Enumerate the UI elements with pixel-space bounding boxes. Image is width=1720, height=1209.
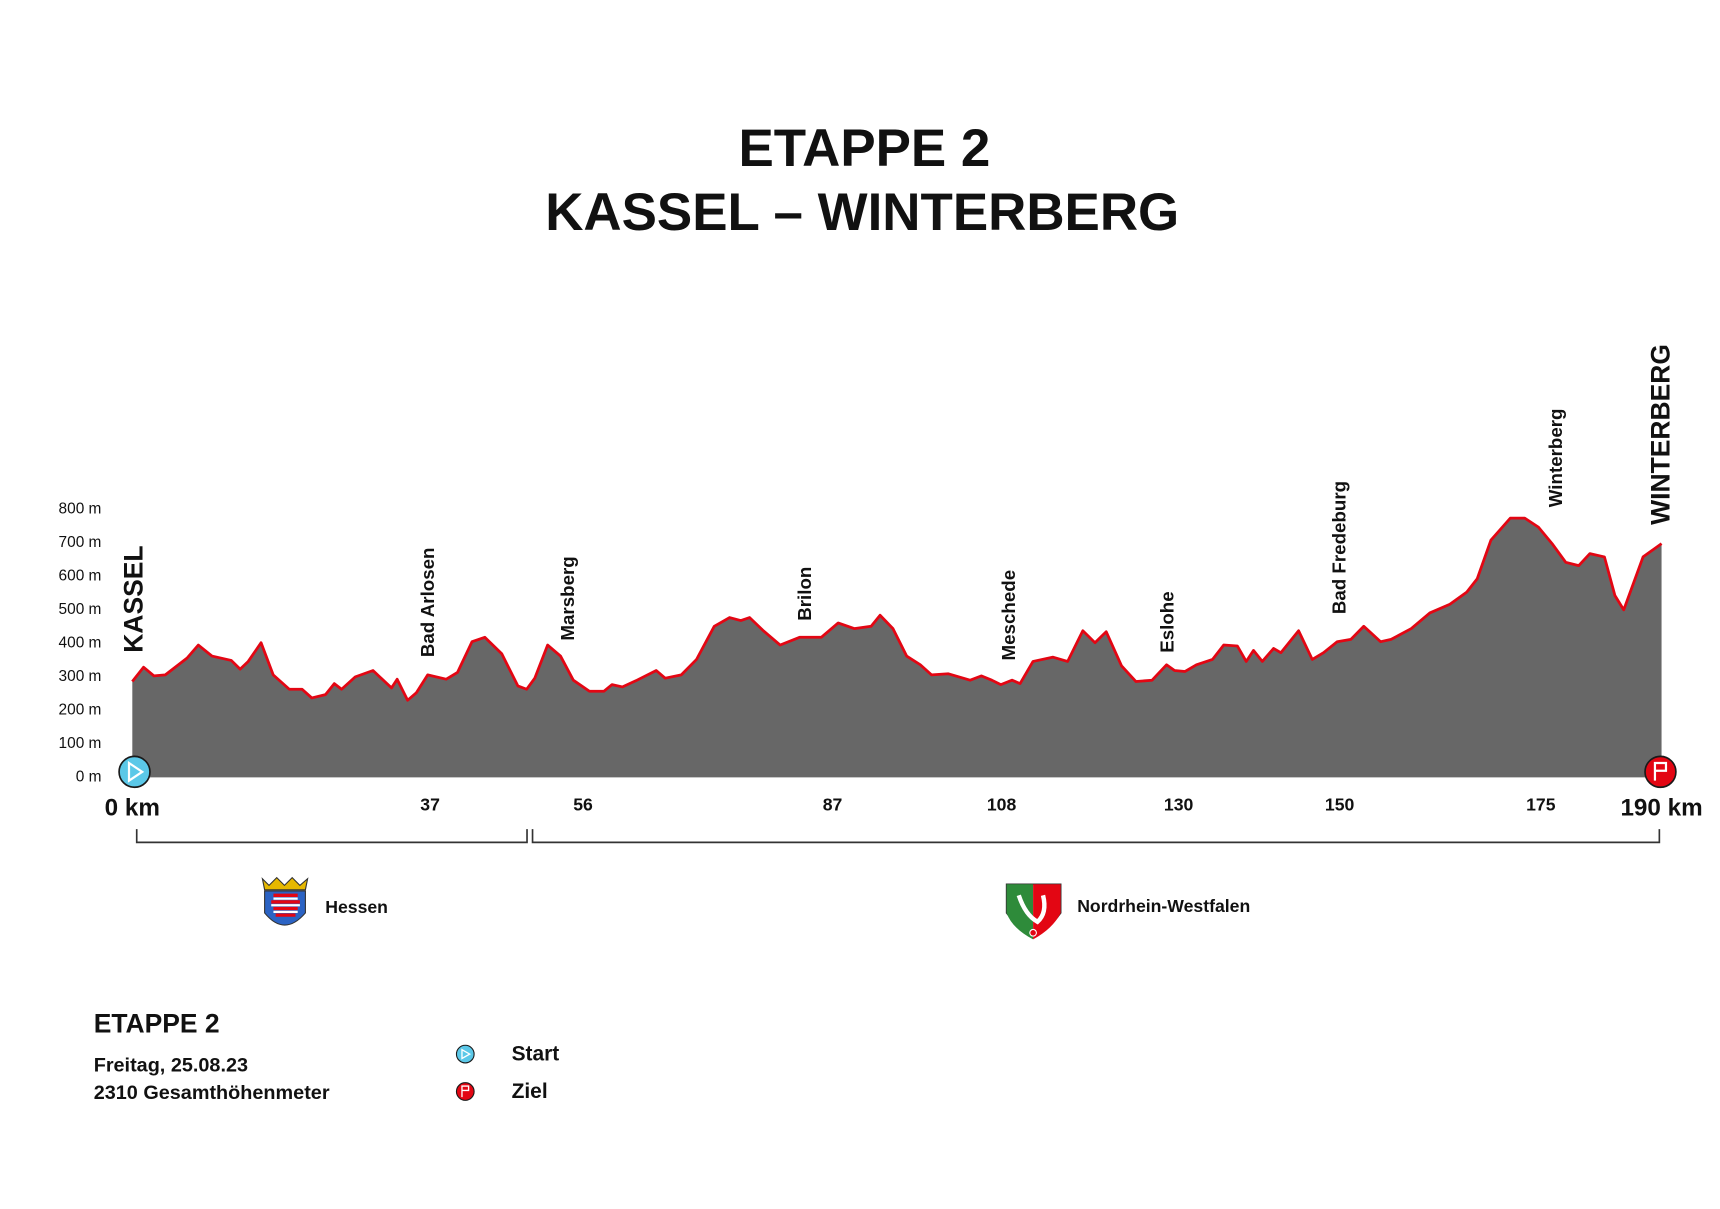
hessen-crest [261,876,309,926]
x-tick-label: 87 [823,795,843,815]
x-tick-label: 175 [1526,795,1556,815]
footer-climb: 2310 Gesamthöhenmeter [94,1082,330,1104]
region-label: Nordrhein-Westfalen [1077,896,1250,916]
chart-title: ETAPPE 2 [738,119,990,178]
x-tick-label: 150 [1325,795,1355,815]
x-tick-label: 130 [1164,795,1194,815]
y-tick-label: 800 m [59,500,102,517]
place-label: KASSEL [119,545,149,652]
y-tick-label: 700 m [59,534,102,551]
place-label: Bad Arlosen [417,547,438,657]
y-tick-label: 400 m [59,634,102,651]
elevation-area [132,518,1662,778]
y-tick-label: 200 m [59,701,102,718]
place-label: Bad Fredeburg [1329,481,1350,614]
y-tick-label: 0 m [76,768,102,785]
place-label: Meschede [998,570,1019,661]
legend-label: Start [512,1043,560,1066]
x-tick-label: 108 [987,795,1017,815]
place-label: Brilon [794,567,815,621]
x-tick-label: 56 [573,795,593,815]
y-tick-label: 600 m [59,567,102,584]
place-label: Winterberg [1545,408,1566,507]
x-tick-label: 190 km [1620,795,1702,822]
place-label: WINTERBERG [1646,344,1676,525]
y-tick-label: 300 m [59,668,102,685]
plot: 0 m 100 m 200 m 300 m 400 m 500 m 600 m 700 m 80… [59,344,1703,822]
finish-marker [1644,755,1677,789]
y-tick-label: 100 m [59,735,102,752]
place-label: Marsberg [557,556,578,640]
x-tick-label: 0 km [105,795,160,822]
region-bracket [135,829,528,844]
nrw-crest [1005,883,1062,940]
place-label: Eslohe [1157,591,1178,652]
legend-start-icon [455,1044,475,1064]
chart-title: KASSEL – WINTERBERG [545,183,1179,242]
y-tick-label: 500 m [59,601,102,618]
x-tick-label: 37 [420,795,440,815]
legend-label: Ziel [512,1080,548,1103]
footer-date: Freitag, 25.08.23 [94,1054,248,1076]
legend-finish-icon [455,1082,475,1101]
region-label: Hessen [325,897,388,917]
start-marker [118,755,151,789]
footer-title: ETAPPE 2 [94,1008,220,1038]
region-bracket [531,829,1661,844]
elevation-line [131,516,1663,702]
